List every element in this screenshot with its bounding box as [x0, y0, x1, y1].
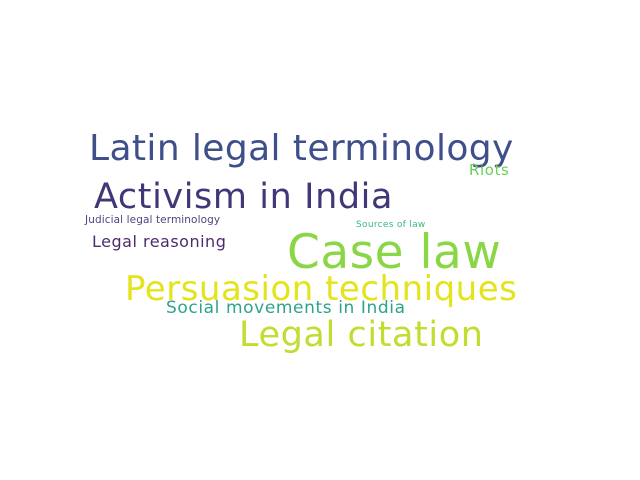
word-sources-of-law: Sources of law	[356, 220, 426, 230]
word-legal-citation: Legal citation	[239, 315, 484, 355]
word-latin-legal-terminology: Latin legal terminology	[89, 128, 514, 169]
word-persuasion-techniques: Persuasion techniques	[125, 269, 518, 309]
word-legal-reasoning: Legal reasoning	[92, 232, 227, 251]
word-case-law: Case law	[287, 225, 502, 280]
word-riots: Riots	[469, 161, 510, 179]
word-judicial-legal-terminology: Judicial legal terminology	[85, 214, 221, 226]
word-social-movements-in-india: Social movements in India	[166, 298, 406, 318]
word-activism-in-india: Activism in India	[94, 177, 394, 217]
